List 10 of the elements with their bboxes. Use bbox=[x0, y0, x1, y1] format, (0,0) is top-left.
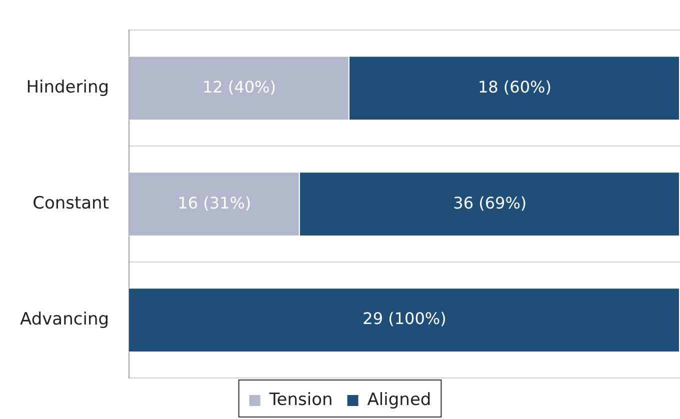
data-label: 18 (60%) bbox=[478, 77, 552, 96]
y-tick-label: Hindering bbox=[26, 78, 110, 98]
data-label: 16 (31%) bbox=[178, 193, 252, 212]
legend-label: Aligned bbox=[367, 390, 432, 410]
data-label: 29 (100%) bbox=[362, 309, 446, 328]
y-tick-label: Advancing bbox=[20, 309, 110, 330]
y-tick-label: Constant bbox=[32, 194, 110, 214]
data-label: 36 (69%) bbox=[453, 193, 527, 212]
data-label: 12 (40%) bbox=[202, 77, 276, 96]
legend-label: Tension bbox=[268, 390, 333, 410]
